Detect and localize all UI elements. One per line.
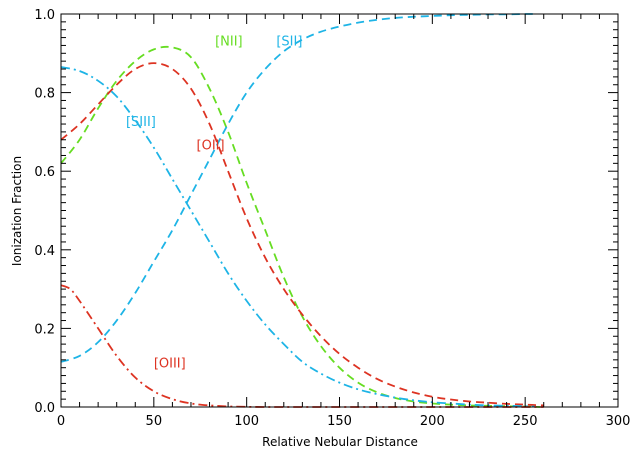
series-line-nii [60, 45, 541, 408]
series-label-oii: [OII] [197, 139, 225, 154]
y-tick-label: 0.2 [34, 322, 55, 337]
y-tick-label: 0.8 [34, 87, 55, 102]
series-label-oiii: [OIII] [154, 357, 186, 372]
y-tick-label: 0.6 [34, 165, 55, 180]
y-tick-label: 1.0 [34, 8, 55, 23]
x-axis-title: Relative Nebular Distance [262, 435, 418, 449]
series-label-sii: [SII] [276, 34, 302, 49]
x-tick-label: 150 [327, 414, 352, 429]
series-label-siii: [SIII] [126, 115, 156, 130]
x-tick-label: 100 [234, 414, 259, 429]
y-tick-label: 0.4 [34, 244, 55, 259]
series-line-oiii [60, 284, 544, 408]
y-tick-label: 0.0 [34, 401, 55, 416]
series-line-oii [60, 62, 544, 407]
x-tick-label: 0 [57, 414, 65, 429]
series-line-sii [60, 13, 535, 363]
x-tick-label: 300 [606, 414, 631, 429]
x-tick-label: 50 [146, 414, 163, 429]
plot-frame [60, 13, 619, 408]
series-label-nii: [NII] [215, 34, 243, 49]
x-tick-label: 250 [513, 414, 538, 429]
y-axis-title: Ionization Fraction [10, 156, 24, 266]
ticks-layer [60, 13, 619, 408]
series-line-siii [60, 66, 535, 408]
x-tick-label: 200 [420, 414, 445, 429]
curves-layer [60, 13, 544, 408]
labels-layer: 0 50 100 150 200 250 300 0.0 0.2 0.4 0.6 0.8 1.0 [NII… [34, 8, 630, 429]
